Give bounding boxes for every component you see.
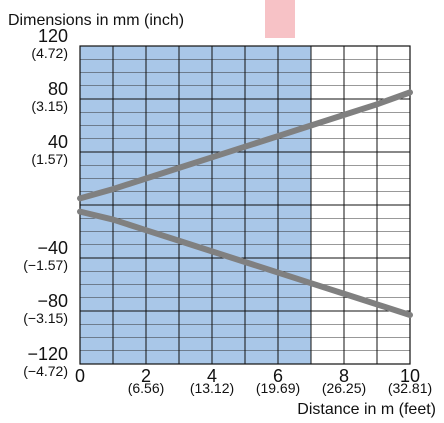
x-tick-labels: 0 2(6.56) 4(13.12) 6(19.69) 8(26.25) 10(32.81… xyxy=(75,366,432,396)
y-tick-sublabel: (−4.72) xyxy=(23,363,68,379)
y-tick-label: −80 xyxy=(37,291,68,311)
y-tick-sublabel: (1.57) xyxy=(31,151,68,167)
y-tick-label: 40 xyxy=(48,132,68,152)
plot-frame xyxy=(79,45,411,365)
y-tick-label: −40 xyxy=(37,238,68,258)
x-tick-sublabel: (19.69) xyxy=(256,380,300,396)
x-tick-sublabel: (32.81) xyxy=(388,380,432,396)
x-axis-title: Distance in m (feet) xyxy=(297,401,436,418)
x-tick-sublabel: (26.25) xyxy=(322,380,366,396)
y-tick-sublabel: (3.15) xyxy=(31,98,68,114)
x-tick-sublabel: (13.12) xyxy=(190,380,234,396)
y-axis-title: Dimensions in mm (inch) xyxy=(8,12,184,29)
x-tick-label: 0 xyxy=(75,366,85,386)
y-tick-label: −120 xyxy=(27,344,68,364)
y-tick-labels: 120(4.72)80(3.15)40(1.57)−40(−1.57)−80(−… xyxy=(23,26,68,379)
series-line-upper xyxy=(77,89,413,202)
y-tick-label: 80 xyxy=(48,79,68,99)
y-tick-sublabel: (−1.57) xyxy=(23,257,68,273)
plot-area xyxy=(77,45,413,365)
series-line-lower xyxy=(77,208,413,318)
y-tick-sublabel: (−3.15) xyxy=(23,310,68,326)
y-tick-label: 120 xyxy=(38,26,68,46)
corner-mark xyxy=(265,0,295,38)
x-tick-label: 6 xyxy=(273,366,283,386)
x-tick-label: 2 xyxy=(141,366,151,386)
x-tick-sublabel: (6.56) xyxy=(128,380,165,396)
x-tick-label: 4 xyxy=(207,366,217,386)
y-tick-sublabel: (4.72) xyxy=(31,45,68,61)
x-tick-label: 8 xyxy=(339,366,349,386)
x-tick-label: 10 xyxy=(400,366,420,386)
